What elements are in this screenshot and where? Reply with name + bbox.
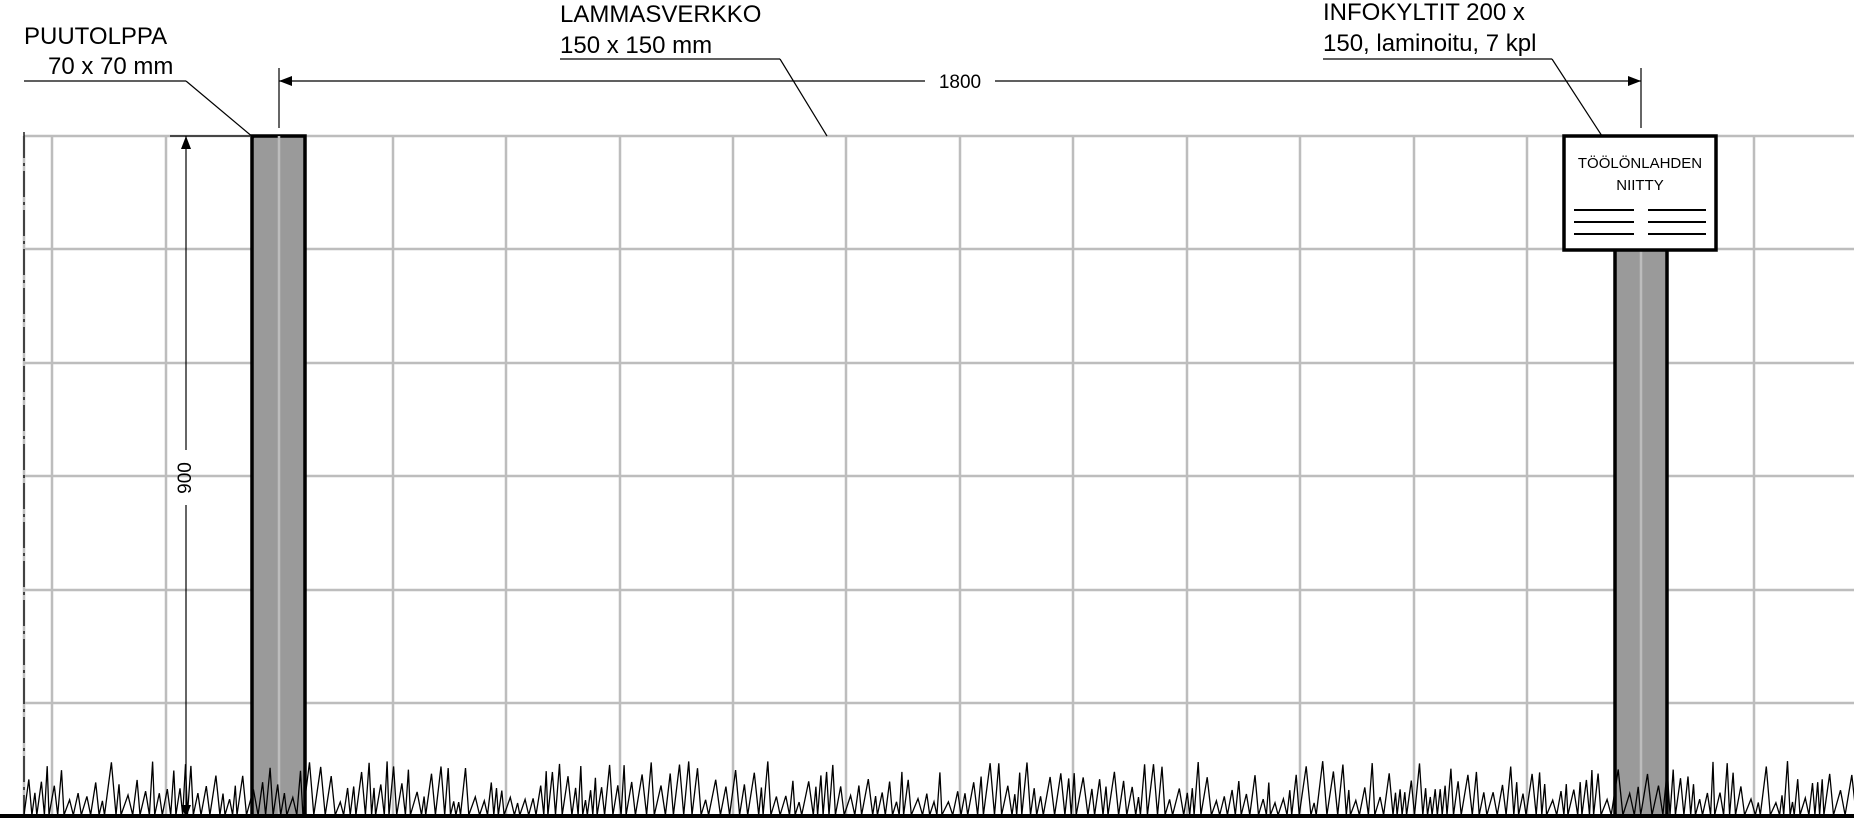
label-post: PUUTOLPPA 70 x 70 mm <box>24 23 255 139</box>
sign-title-line1: TÖÖLÖNLAHDEN <box>1578 154 1702 172</box>
sign-text-lines <box>1574 209 1706 235</box>
label-mesh: LAMMASVERKKO 150 x 150 mm <box>560 1 828 137</box>
label-mesh-line2: 150 x 150 mm <box>560 32 712 59</box>
sign-title-line2: NIITTY <box>1616 177 1664 194</box>
dimension-fence-height: 900 <box>170 135 250 818</box>
info-sign: TÖÖLÖNLAHDEN NIITTY <box>1562 134 1718 252</box>
label-info-signs: INFOKYLTIT 200 x 150, laminoitu, 7 kpl <box>1323 0 1603 137</box>
info-sign-board <box>1562 134 1718 252</box>
dimension-post-spacing: 1800 <box>278 68 1642 128</box>
label-post-line2: 70 x 70 mm <box>48 53 173 80</box>
sheep-mesh-grid <box>22 134 1854 818</box>
label-mesh-line1: LAMMASVERKKO <box>560 1 761 28</box>
label-info-signs-line1: INFOKYLTIT 200 x <box>1323 0 1525 26</box>
label-info-signs-line2: 150, laminoitu, 7 kpl <box>1323 30 1536 57</box>
dimension-post-spacing-label: 1800 <box>939 72 981 93</box>
dimension-fence-height-label: 900 <box>175 462 196 494</box>
label-post-line1: PUUTOLPPA <box>24 23 167 50</box>
